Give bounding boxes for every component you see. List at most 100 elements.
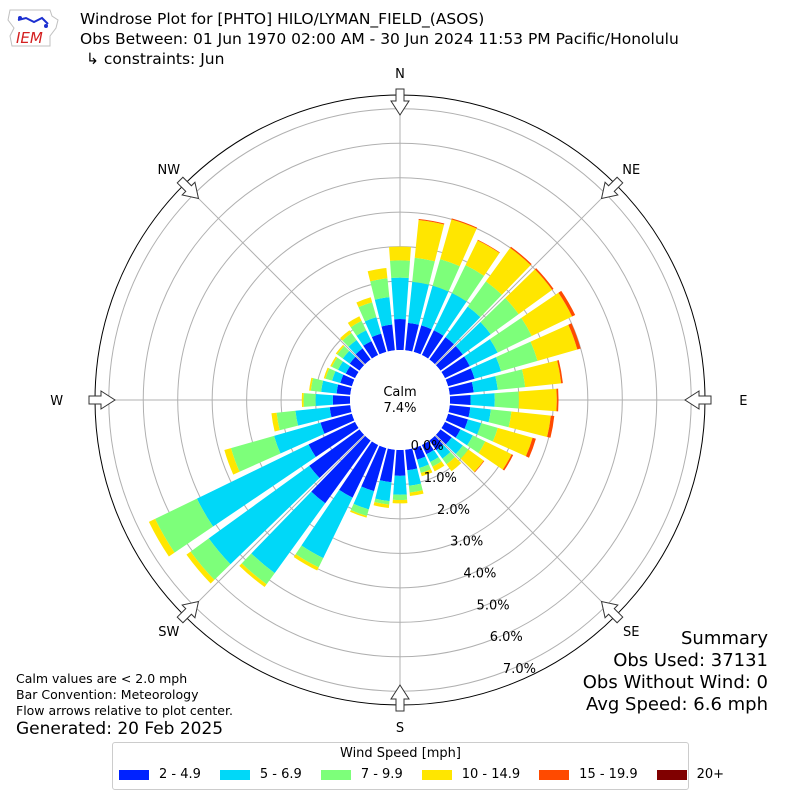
bar-dir-140-bin-1 <box>436 444 451 459</box>
bar-dir-120-bin-2 <box>467 435 486 454</box>
bar-dir-200-bin-3 <box>350 510 367 518</box>
bar-dir-70-bin-2 <box>495 341 538 372</box>
bar-dir-70-bin-3 <box>530 324 578 361</box>
bar-dir-80-bin-3 <box>522 360 562 388</box>
bar-dir-120-bin-3 <box>478 441 512 470</box>
bar-dir-130-bin-2 <box>455 445 469 459</box>
bar-dir-180-bin-3 <box>392 499 408 504</box>
bar-dir-90-bin-3 <box>518 388 557 412</box>
bar-dir-130-bin-4 <box>474 460 485 473</box>
bar-dir-320-bin-0 <box>355 348 371 365</box>
bar-dir-300-bin-0 <box>345 366 359 379</box>
flow-arrow-N <box>390 88 410 116</box>
bar-dir-40-bin-1 <box>445 306 481 345</box>
bar-dir-230-bin-1 <box>208 465 320 565</box>
bar-dir-170-bin-2 <box>408 483 423 493</box>
bar-dir-80-bin-1 <box>471 376 498 393</box>
legend-label: 2 - 4.9 <box>159 767 201 782</box>
bar-dir-350-bin-0 <box>381 324 395 352</box>
bar-dir-90-bin-2 <box>494 391 519 409</box>
title-block: Windrose Plot for [PHTO] HILO/LYMAN_FIEL… <box>80 9 679 69</box>
bar-dir-290-bin-3 <box>323 367 330 379</box>
bar-dir-270-bin-2 <box>303 393 316 407</box>
bar-dir-20-bin-2 <box>432 259 460 292</box>
bar-dir-310-bin-2 <box>337 346 350 359</box>
bar-dir-130-bin-3 <box>460 449 484 472</box>
legend-item-4: 15 - 19.9 <box>539 767 638 782</box>
bar-dir-60-bin-3 <box>521 292 573 337</box>
bar-dir-190-bin-0 <box>379 448 395 483</box>
bar-dir-0-bin-2 <box>390 260 410 278</box>
compass-label-E: E <box>739 394 747 409</box>
bar-dir-200-bin-2 <box>350 503 369 517</box>
bar-dir-80-bin-0 <box>448 381 474 395</box>
bar-dir-110-bin-3 <box>492 427 533 457</box>
bar-dir-30-bin-1 <box>433 293 467 336</box>
flow-arrow-W <box>88 390 116 410</box>
grid-spoke-SE <box>435 435 617 617</box>
bar-dir-230-bin-3 <box>186 551 215 584</box>
bar-dir-170-bin-1 <box>407 468 421 486</box>
bar-dir-60-bin-4 <box>558 290 576 317</box>
bar-dir-180-bin-0 <box>394 449 406 476</box>
flow-arrow-S <box>390 684 410 712</box>
bar-dir-280-bin-0 <box>336 384 352 395</box>
bar-dir-350-bin-2 <box>370 278 390 300</box>
bar-dir-90-bin-0 <box>449 394 471 406</box>
compass-label-N: N <box>395 67 405 82</box>
calm-center <box>350 350 450 450</box>
flow-note: Flow arrows relative to plot center. <box>16 703 233 718</box>
bar-dir-260-bin-3 <box>271 412 280 432</box>
bar-dir-180-bin-2 <box>392 494 408 500</box>
bar-dir-50-bin-0 <box>435 346 463 371</box>
bar-dir-240-bin-1 <box>196 444 316 527</box>
legend-item-5: 20+ <box>656 767 724 782</box>
summary-title: Summary <box>681 628 768 649</box>
bar-dir-250-bin-0 <box>320 413 355 434</box>
bar-dir-160-bin-0 <box>413 445 426 460</box>
bar-dir-70-bin-0 <box>445 368 475 387</box>
bar-dir-200-bin-1 <box>353 486 375 510</box>
bar-dir-260-bin-2 <box>276 410 299 431</box>
bar-dir-320-bin-3 <box>340 330 352 341</box>
radial-tick-5: 5.0% <box>477 598 510 613</box>
bar-dir-270-bin-3 <box>301 392 304 408</box>
compass-label-W: W <box>50 394 63 409</box>
bar-dir-190-bin-1 <box>375 480 392 502</box>
radial-tick-labels: 0.0% 1.0% 2.0% 3.0% 4.0% 5.0% 6.0% 7.0% <box>411 439 536 677</box>
legend-swatch <box>219 769 250 780</box>
notes-block: Calm values are < 2.0 mph Bar Convention… <box>16 671 233 719</box>
bar-dir-0-bin-1 <box>391 277 409 320</box>
bar-dir-40-bin-2 <box>467 281 502 318</box>
legend-title: Wind Speed [mph] <box>340 746 461 761</box>
compass-label-S: S <box>396 721 404 736</box>
bar-dir-100-bin-0 <box>448 405 471 418</box>
bar-dir-110-bin-1 <box>464 419 482 435</box>
bar-dir-240-bin-2 <box>155 498 214 553</box>
bar-dir-40-bin-0 <box>429 337 454 365</box>
bar-dir-230-bin-0 <box>309 429 365 478</box>
bar-dir-110-bin-4 <box>525 437 536 458</box>
bar-dir-300-bin-1 <box>337 361 351 374</box>
legend-swatch <box>421 769 452 780</box>
bar-dir-120-bin-1 <box>455 429 473 446</box>
bar-dir-150-bin-3 <box>432 461 445 472</box>
bar-dir-220-bin-3 <box>239 563 267 588</box>
compass-label-NW: NW <box>157 163 180 178</box>
legend-item-3: 10 - 14.9 <box>421 767 520 782</box>
bar-dir-10-bin-3 <box>414 220 445 262</box>
legend-label: 5 - 6.9 <box>259 767 302 782</box>
bar-dir-0-bin-3 <box>389 246 411 261</box>
direction-bars <box>148 218 581 588</box>
bar-dir-10-bin-1 <box>407 281 429 325</box>
bar-dir-240-bin-3 <box>148 518 175 557</box>
bar-dir-150-bin-0 <box>421 441 434 455</box>
radial-tick-3: 3.0% <box>450 535 483 550</box>
bar-dir-10-bin-4 <box>418 218 445 225</box>
bar-dir-140-bin-0 <box>429 435 444 451</box>
bar-dir-110-bin-2 <box>477 423 498 442</box>
bar-dir-110-bin-0 <box>445 413 468 429</box>
bar-dir-20-bin-3 <box>440 219 477 267</box>
bar-dir-30-bin-2 <box>451 265 485 302</box>
